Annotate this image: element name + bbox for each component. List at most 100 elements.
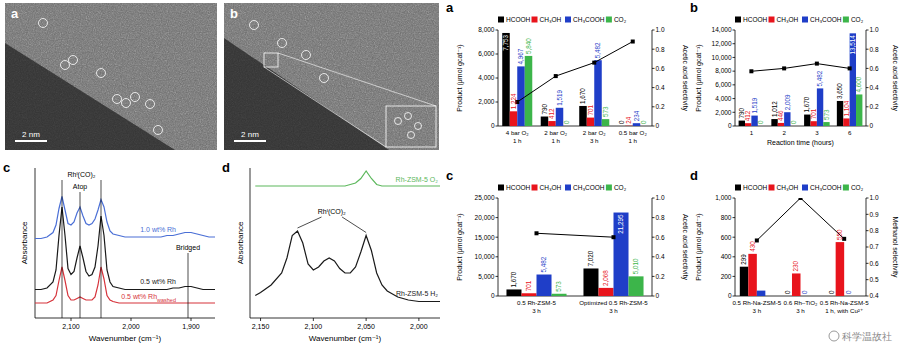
category-line: 0.5 Rh-ZSM-5 (517, 299, 556, 306)
data-label: 573 (602, 106, 609, 117)
legend-label: CH₃OH (540, 184, 562, 191)
y-tick (733, 112, 736, 113)
y-tick (733, 84, 736, 85)
category-line: 3 (815, 129, 819, 136)
bar (629, 276, 644, 296)
category-label: 3 (815, 129, 819, 136)
data-label: 1,519 (751, 97, 758, 113)
y2-tick-label: 0.6 (656, 65, 665, 72)
y2-tick-label: 0.4 (656, 84, 665, 91)
atom-circle (154, 126, 163, 135)
y-axis-label: Product (μmol gcat⁻¹) (695, 44, 703, 111)
category-line: 0.6 Rh–TiO₂ (784, 299, 818, 306)
x-tick (366, 318, 367, 321)
y-tick (496, 126, 499, 127)
y-tick-label: 8,000 (478, 26, 495, 33)
bar (502, 33, 510, 126)
y2-tick-label: 0 (656, 122, 660, 129)
legend-label: CH₃OH (777, 16, 799, 23)
bar (809, 296, 818, 297)
data-label: 299 (740, 254, 747, 265)
data-label: 0 (784, 290, 791, 294)
y-tick-label: 0 (728, 122, 732, 129)
y-axis (735, 198, 736, 296)
y2-tick-label: 0.6 (870, 65, 879, 72)
micrograph-base (5, 3, 217, 150)
y-tick-label: 6,000 (715, 81, 732, 88)
category-label: 0.5 Rh-Na-ZSM-53 h (732, 299, 781, 314)
bar (563, 126, 571, 127)
y2-tick (866, 30, 869, 31)
y-tick (496, 217, 499, 218)
panel-letter: b (690, 0, 698, 15)
panel-letter: a (446, 0, 454, 15)
y-tick (733, 30, 736, 31)
legend-swatch (769, 17, 775, 23)
micrograph: a2 nm (5, 3, 217, 150)
data-label: 0 (757, 120, 764, 124)
zoom-line (278, 53, 436, 106)
y2-tick-label: 0.2 (656, 273, 665, 280)
legend-swatch (606, 17, 612, 23)
data-label: 4,967 (517, 48, 524, 64)
category-line: 1 h (513, 137, 522, 144)
y-tick-label: 800 (721, 214, 732, 221)
y2-tick-label: 0.8 (870, 227, 879, 234)
atom-circle (113, 95, 122, 104)
x-tick (313, 318, 314, 321)
y2-tick-label: 0.4 (870, 84, 879, 91)
legend-label: CO₂ (851, 184, 864, 191)
micrograph-base (224, 3, 439, 150)
bar (598, 288, 613, 296)
bar (791, 126, 797, 127)
data-label: 1,224 (510, 93, 517, 109)
category-line: 4 bar O₂ (506, 129, 530, 136)
inset-frame (386, 106, 436, 147)
y-tick (496, 276, 499, 277)
micrograph-noise (5, 3, 217, 150)
data-label: 7,753 (502, 34, 509, 50)
y2-tick-label: 0.8 (656, 214, 665, 221)
bar (625, 125, 633, 126)
annotation-arrow (298, 217, 322, 228)
atom-circle (415, 123, 422, 130)
bar (640, 126, 648, 127)
zoom-region (264, 53, 278, 67)
series-label: 0.5 wt% Rh (140, 278, 176, 285)
x-tick-label: 2,100 (62, 323, 80, 330)
category-line: Optimized 0.5 Rh-ZSM-5 (579, 299, 648, 306)
data-label: 0 (563, 120, 570, 124)
x-tick-label: 2,000 (410, 323, 428, 330)
y2-tick-label: 0.6 (870, 260, 879, 267)
y-tick (496, 198, 499, 199)
data-label: 0 (790, 120, 797, 124)
line-marker (631, 40, 635, 44)
data-label: 550 (836, 229, 843, 240)
legend-label: CO₂ (614, 16, 627, 23)
annotation-line (62, 180, 63, 318)
series-label: Rh-ZSM-5 H₂ (396, 290, 438, 297)
y2-tick-label: 0.2 (870, 103, 879, 110)
bar (552, 294, 567, 296)
legend-label: CH₃OH (540, 16, 562, 23)
data-label: 2,009 (784, 94, 791, 110)
line-marker (848, 66, 852, 70)
y2-tick (652, 87, 655, 88)
spectrum-line (255, 231, 440, 302)
data-label: 430 (749, 241, 756, 252)
category-line: 0.5 bar O₂ (619, 129, 648, 136)
y2-tick (652, 30, 655, 31)
y-tick (496, 237, 499, 238)
y-tick-label: 200 (721, 273, 732, 280)
bar (537, 275, 552, 296)
annotation: Bridged (176, 244, 200, 252)
y2-tick (652, 49, 655, 50)
y2-tick-label: 0.4 (656, 253, 665, 260)
vacuum-region (224, 38, 389, 150)
y-tick-label: 4,000 (478, 74, 495, 81)
y2-tick (866, 126, 869, 127)
y2-tick-label: 1.0 (870, 194, 879, 201)
selectivity-line (537, 233, 614, 237)
figure: a2 nmb2 nmc2,1002,0001,900AbsorbanceWave… (0, 0, 900, 345)
category-label: 1 (750, 129, 754, 136)
